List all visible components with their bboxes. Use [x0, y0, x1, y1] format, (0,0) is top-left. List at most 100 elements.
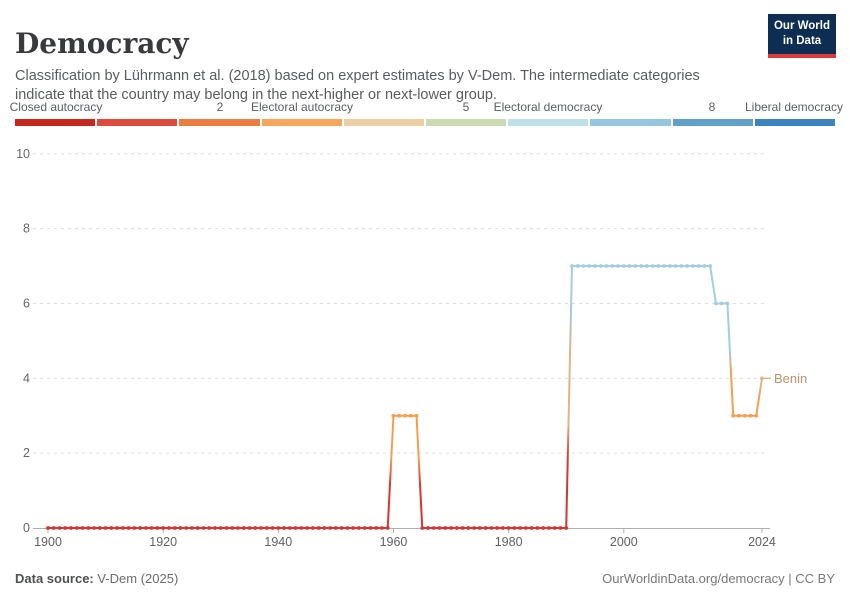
legend-bin-segment[interactable] — [508, 119, 589, 126]
data-point — [535, 526, 540, 530]
data-point — [247, 526, 252, 530]
data-point — [621, 264, 626, 268]
data-point — [282, 526, 286, 530]
data-point — [477, 526, 482, 530]
data-point — [466, 526, 471, 530]
owid-logo[interactable]: Our World in Data — [768, 14, 836, 58]
data-point — [46, 526, 50, 530]
y-tick-label: 0 — [23, 521, 30, 535]
series-transition — [565, 266, 573, 529]
data-point — [63, 526, 68, 530]
legend-bin-segment[interactable] — [672, 119, 753, 126]
data-point — [616, 264, 620, 268]
data-point — [431, 526, 436, 530]
legend-bin-segment[interactable] — [97, 119, 178, 126]
data-point — [679, 264, 684, 268]
data-point — [190, 526, 194, 530]
data-point — [259, 526, 263, 530]
data-point — [368, 526, 373, 530]
data-point — [708, 264, 713, 268]
data-point — [351, 526, 356, 530]
data-point — [74, 526, 79, 530]
data-point — [236, 526, 240, 530]
data-point — [86, 526, 91, 530]
data-point — [69, 526, 73, 530]
legend-bin-segment[interactable] — [261, 119, 342, 126]
data-point — [357, 526, 361, 530]
data-point — [316, 526, 321, 530]
data-point — [420, 526, 425, 530]
legend-color-strip — [15, 119, 836, 126]
y-tick-label: 4 — [23, 371, 30, 385]
legend-bin-segment[interactable] — [590, 119, 671, 126]
data-point — [109, 526, 114, 530]
x-tick-label: 1920 — [149, 535, 177, 549]
data-point — [685, 264, 690, 268]
data-point — [610, 264, 615, 268]
data-point — [264, 526, 269, 530]
data-point — [230, 526, 235, 530]
series-transition — [415, 415, 424, 529]
entity-label: Benin — [774, 371, 807, 386]
legend-bin-segment[interactable] — [754, 119, 836, 126]
data-point — [489, 526, 494, 530]
legend-bin-label: 8 — [708, 100, 716, 114]
x-tick-label: 1900 — [34, 535, 62, 549]
series-transition — [755, 378, 763, 416]
data-point — [581, 264, 586, 268]
data-point — [414, 413, 419, 418]
data-point — [500, 526, 505, 530]
data-point — [339, 526, 344, 530]
data-point — [328, 526, 333, 530]
legend-bin-label: Electoral democracy — [493, 100, 603, 114]
data-point — [754, 413, 759, 418]
x-tick-label: 1960 — [380, 535, 408, 549]
data-point — [334, 526, 338, 530]
data-point — [656, 264, 661, 268]
data-point — [662, 264, 667, 268]
data-point — [126, 526, 131, 530]
x-tick-label: 2024 — [748, 535, 776, 549]
data-point — [524, 526, 528, 530]
data-point — [587, 264, 592, 268]
data-point — [426, 526, 430, 530]
data-point — [529, 526, 534, 530]
data-point — [760, 376, 764, 381]
data-point — [362, 526, 367, 530]
data-point — [667, 264, 672, 268]
data-point — [696, 264, 701, 268]
data-point — [299, 526, 304, 530]
data-point — [564, 526, 569, 530]
data-point — [443, 526, 448, 530]
y-tick-label: 10 — [16, 147, 30, 161]
chart-subtitle: Classification by Lührmann et al. (2018)… — [15, 67, 700, 104]
legend-bin-segment[interactable] — [179, 119, 260, 126]
data-point — [506, 526, 511, 530]
legend-bin-segment[interactable] — [426, 119, 507, 126]
legend-bin-segment[interactable] — [15, 119, 96, 126]
legend-bin-segment[interactable] — [343, 119, 425, 126]
data-point — [483, 526, 488, 530]
y-tick-label: 6 — [23, 296, 30, 310]
data-point — [92, 526, 96, 530]
data-source-label: Data source: — [15, 571, 94, 586]
data-point — [598, 264, 603, 268]
data-point — [650, 264, 655, 268]
data-point — [403, 413, 407, 418]
owid-logo-line2: in Data — [782, 34, 822, 47]
owid-url-link[interactable]: OurWorldinData.org/democracy | CC BY — [602, 571, 835, 586]
data-point — [472, 526, 476, 530]
data-point — [184, 526, 189, 530]
data-point — [270, 526, 275, 530]
data-point — [293, 526, 298, 530]
data-point — [213, 526, 217, 530]
data-point — [725, 301, 730, 306]
data-point — [120, 526, 125, 530]
data-point — [644, 264, 649, 268]
data-source: Data source: V-Dem (2025) — [15, 571, 178, 586]
series-transition — [709, 265, 717, 304]
data-point — [391, 413, 396, 418]
series-transition — [726, 303, 735, 416]
data-point — [558, 526, 563, 530]
